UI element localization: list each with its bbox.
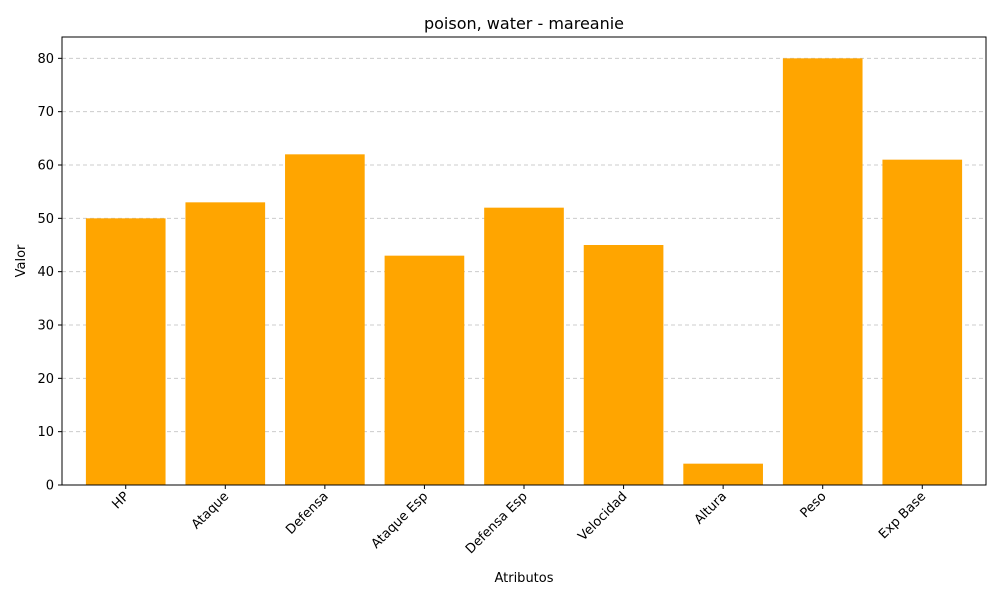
- y-tick-label: 30: [37, 319, 54, 334]
- y-axis-label: Valor: [14, 244, 29, 277]
- x-tick-label: Ataque Esp: [369, 489, 432, 552]
- x-tick-label: Exp Base: [876, 489, 929, 542]
- y-tick-label: 70: [37, 105, 54, 120]
- x-tick-label: Defensa Esp: [463, 489, 531, 557]
- x-tick-label: HP: [109, 489, 132, 512]
- x-tick-label: Velocidad: [575, 489, 630, 544]
- y-tick-label: 0: [46, 479, 54, 494]
- y-tick-label: 20: [37, 372, 54, 387]
- y-tick-label: 10: [37, 425, 54, 440]
- bar-ataque: [185, 202, 266, 486]
- y-tick-label: 80: [37, 52, 54, 67]
- x-tick-label: Peso: [798, 489, 830, 521]
- bar-peso: [782, 58, 863, 485]
- bar-defensa-esp: [484, 207, 564, 485]
- chart-title: poison, water - mareanie: [424, 14, 624, 33]
- bar-velocidad: [583, 245, 664, 485]
- bar-altura: [683, 463, 763, 485]
- y-tick-label: 40: [37, 265, 54, 280]
- x-axis-label: Atributos: [494, 571, 553, 586]
- y-axis: 0 10 20 30 40 50 60 70 80: [37, 52, 62, 494]
- bar-hp: [85, 218, 166, 486]
- y-tick-label: 50: [37, 212, 54, 227]
- x-axis: HP Ataque Defensa Ataque Esp Defensa Esp Velo…: [109, 485, 929, 557]
- bar-exp-base: [882, 159, 963, 485]
- bars: [85, 58, 963, 486]
- x-tick-label: Ataque: [189, 489, 232, 532]
- x-tick-label: Defensa: [283, 489, 331, 537]
- x-tick-label: Altura: [692, 489, 730, 527]
- y-tick-label: 60: [37, 159, 54, 174]
- bar-defensa: [285, 154, 365, 486]
- bar-ataque-esp: [384, 255, 465, 485]
